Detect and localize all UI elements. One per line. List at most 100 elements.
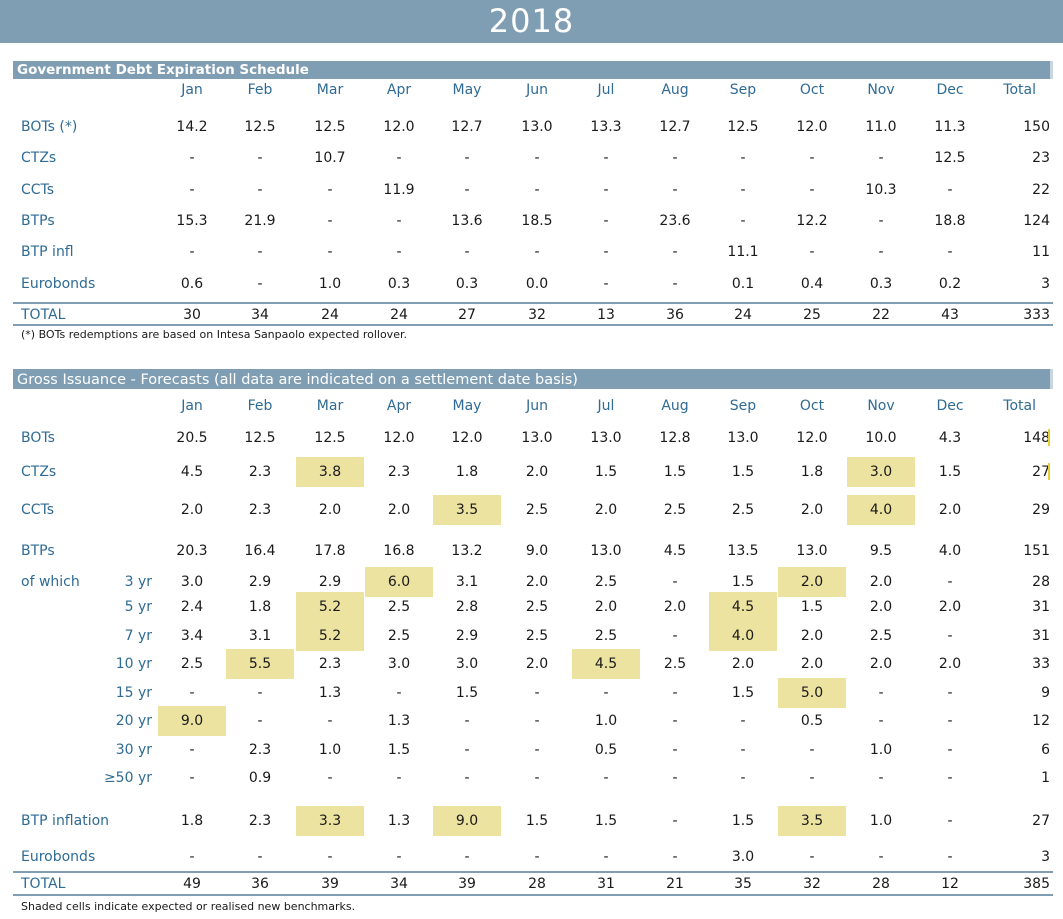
expiration-cell: -: [603, 150, 609, 166]
issuance-cell: 12: [1032, 713, 1050, 729]
expiration-cell: -: [396, 150, 402, 166]
issuance-row-label: TOTAL: [21, 876, 66, 892]
issuance-cell: -: [257, 849, 263, 865]
issuance-cell: 2.5: [387, 599, 411, 615]
issuance-cell: 13.5: [727, 543, 759, 559]
issuance-cell: -: [947, 628, 953, 644]
expiration-cell: 0.4: [800, 276, 824, 292]
expiration-cell: -: [257, 244, 263, 260]
issuance-cell: 13.0: [521, 430, 553, 446]
issuance-month-may: May: [452, 398, 482, 414]
issuance-cell: -: [257, 713, 263, 729]
page-title: 2018: [0, 0, 1063, 43]
issuance-cell: 2.3: [248, 502, 272, 518]
expiration-month-jul: Jul: [597, 82, 615, 98]
issuance-cell: 0.9: [248, 770, 272, 786]
issuance-cell: -: [672, 770, 678, 786]
expiration-cell: -: [189, 182, 195, 198]
issuance-cell: -: [534, 849, 540, 865]
issuance-cell: 2.0: [869, 656, 893, 672]
expiration-cell: -: [396, 213, 402, 229]
issuance-cell: 2.5: [731, 502, 755, 518]
issuance-cell: -: [672, 742, 678, 758]
issuance-cell: 1.5: [594, 464, 618, 480]
issuance-cell: 151: [1023, 543, 1050, 559]
issuance-cell: 2.0: [180, 502, 204, 518]
issuance-cell: 6: [1041, 742, 1050, 758]
expiration-cell: 0.2: [938, 276, 962, 292]
expiration-cell: 3: [1041, 276, 1050, 292]
issuance-cell: 6.0: [365, 567, 433, 597]
issuance-cell: 27: [1032, 464, 1050, 480]
issuance-cell: 3.1: [455, 574, 479, 590]
issuance-cell: 16.4: [244, 543, 276, 559]
expiration-section-heading: Government Debt Expiration Schedule: [13, 61, 1053, 79]
expiration-cell: -: [189, 244, 195, 260]
issuance-cell: 1.8: [248, 599, 272, 615]
issuance-cell: 2.5: [387, 628, 411, 644]
expiration-row-label: CTZs: [21, 150, 57, 166]
expiration-cell: 12.7: [451, 119, 483, 135]
expiration-month-nov: Nov: [867, 82, 895, 98]
expiration-month-jan: Jan: [181, 82, 203, 98]
issuance-cell: 2.9: [455, 628, 479, 644]
issuance-cell: -: [878, 685, 884, 701]
ctzs-total-marker: [1048, 463, 1050, 480]
expiration-cell: -: [534, 150, 540, 166]
issuance-row-label: BTP inflation: [21, 813, 110, 829]
expiration-cell: 11.1: [727, 244, 759, 260]
issuance-cell: 2.5: [663, 502, 687, 518]
issuance-cell: 2.5: [663, 656, 687, 672]
issuance-cell: 1.3: [387, 813, 411, 829]
expiration-cell: -: [534, 244, 540, 260]
issuance-cell: -: [534, 770, 540, 786]
issuance-section-heading: Gross Issuance - Forecasts (all data are…: [13, 369, 1053, 389]
expiration-cell: 0.3: [387, 276, 411, 292]
issuance-cell: 4.5: [180, 464, 204, 480]
issuance-cell: -: [672, 713, 678, 729]
issuance-cell: -: [464, 849, 470, 865]
issuance-row-sublabel: 20 yr: [115, 713, 152, 729]
issuance-cell: 2.3: [248, 742, 272, 758]
expiration-month-jun: Jun: [526, 82, 548, 98]
expiration-cell: 18.5: [521, 213, 553, 229]
issuance-cell: 1.0: [869, 742, 893, 758]
expiration-cell: -: [809, 150, 815, 166]
issuance-cell: -: [257, 685, 263, 701]
issuance-cell: 2.0: [800, 628, 824, 644]
issuance-cell: 3.5: [778, 806, 846, 836]
issuance-month-mar: Mar: [316, 398, 344, 414]
issuance-cell: 2.0: [387, 502, 411, 518]
issuance-cell: 3.4: [180, 628, 204, 644]
issuance-month-total: Total: [1003, 398, 1036, 414]
expiration-cell: 13: [597, 307, 615, 323]
expiration-cell: 43: [941, 307, 959, 323]
issuance-cell: 2.0: [800, 502, 824, 518]
issuance-row-sublabel: 15 yr: [115, 685, 152, 701]
expiration-month-total: Total: [1003, 82, 1036, 98]
issuance-cell: -: [672, 849, 678, 865]
issuance-cell: 3.0: [387, 656, 411, 672]
issuance-cell: 1.5: [525, 813, 549, 829]
expiration-cell: -: [809, 182, 815, 198]
issuance-cell: 12.5: [244, 430, 276, 446]
issuance-cell: 2.3: [248, 464, 272, 480]
issuance-cell: -: [809, 849, 815, 865]
issuance-cell: 4.5: [709, 592, 777, 622]
expiration-cell: 12.5: [314, 119, 346, 135]
expiration-row-label: CCTs: [21, 182, 55, 198]
expiration-cell: 10.7: [314, 150, 346, 166]
expiration-cell: -: [878, 244, 884, 260]
issuance-cell: 28: [1032, 574, 1050, 590]
expiration-cell: -: [534, 182, 540, 198]
issuance-cell: -: [947, 813, 953, 829]
issuance-cell: 12.0: [383, 430, 415, 446]
issuance-cell: -: [327, 770, 333, 786]
issuance-cell: 33: [1032, 656, 1050, 672]
issuance-cell: -: [672, 628, 678, 644]
expiration-cell: 124: [1023, 213, 1050, 229]
issuance-cell: 0.5: [800, 713, 824, 729]
issuance-cell: 1.5: [594, 813, 618, 829]
issuance-cell: 29: [1032, 502, 1050, 518]
expiration-cell: 0.1: [731, 276, 755, 292]
